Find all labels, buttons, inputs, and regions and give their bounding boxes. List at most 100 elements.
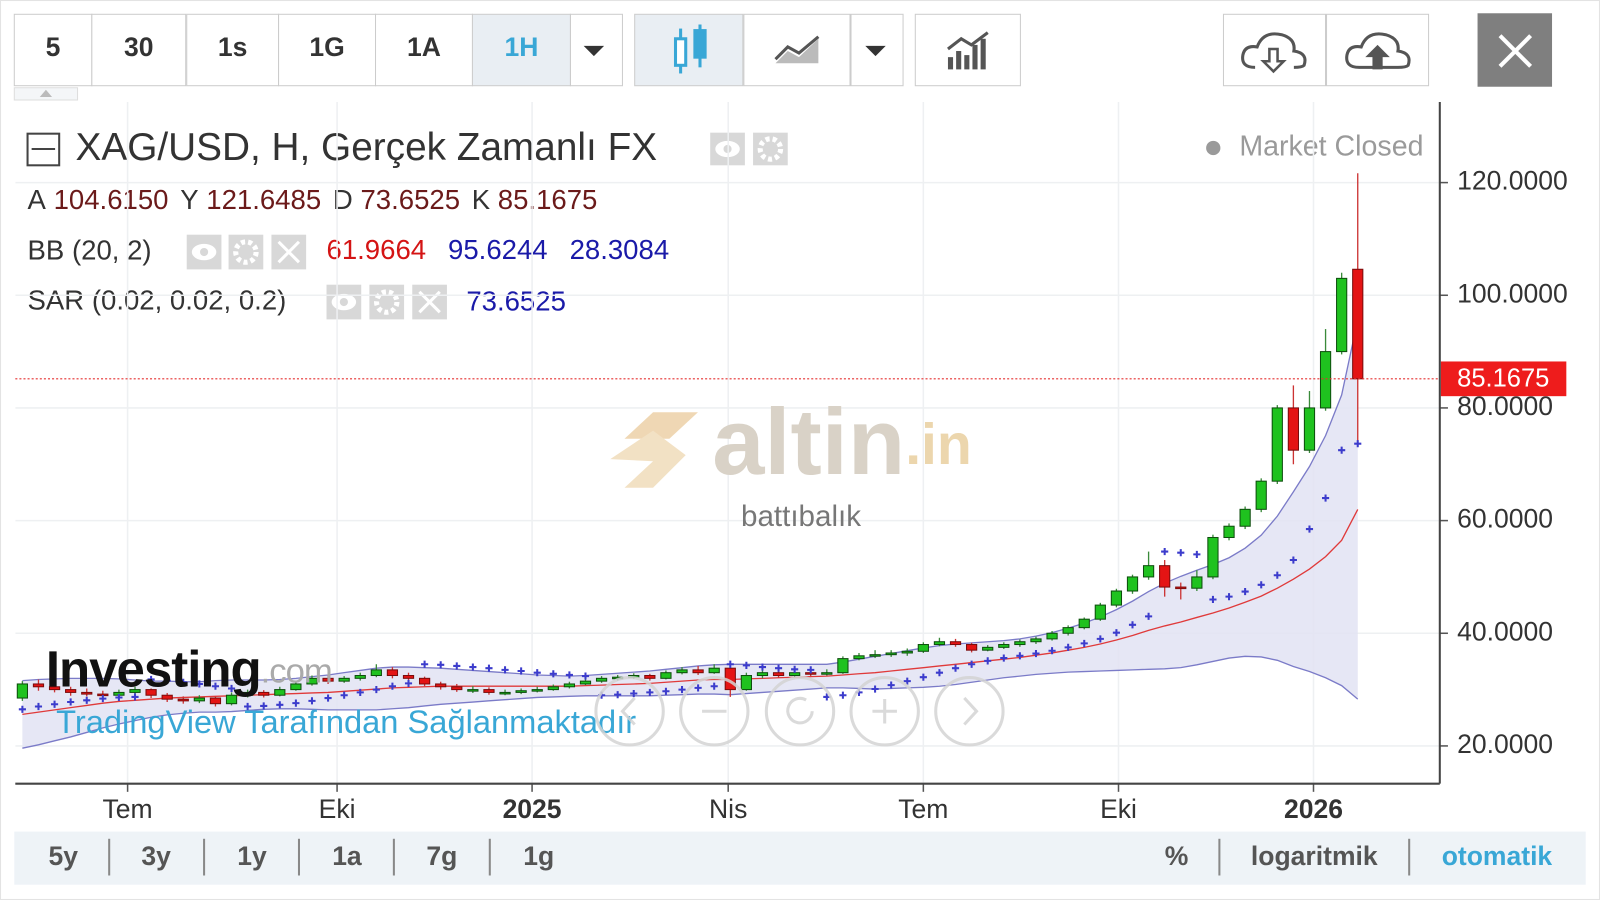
sar-point	[34, 702, 43, 711]
sar-point	[1096, 635, 1104, 643]
line-type-button[interactable]	[743, 13, 851, 87]
interval-label: 1s	[218, 32, 248, 62]
sar-point	[485, 664, 493, 672]
reset[interactable]	[764, 676, 836, 747]
sar-point	[871, 685, 879, 693]
range-button[interactable]: 7g	[426, 841, 457, 871]
scale-button[interactable]: otomatik	[1442, 841, 1553, 871]
sar-point	[163, 677, 171, 685]
status-dot	[1206, 140, 1221, 156]
sar-point	[630, 689, 638, 698]
candle-body	[1336, 277, 1348, 353]
candle-body	[531, 689, 543, 692]
candle-body	[1287, 407, 1300, 451]
candle-body	[1223, 525, 1235, 539]
sar-point	[565, 671, 573, 679]
range-button[interactable]: 3y	[141, 841, 171, 871]
chart-type-group	[569, 13, 1021, 87]
sar-point	[887, 681, 895, 689]
scroll-left[interactable]	[594, 676, 665, 747]
gear-shape	[757, 136, 784, 162]
zoom-controls	[594, 676, 1005, 747]
range-button[interactable]: 5y	[49, 841, 79, 871]
altin-logo	[610, 412, 698, 488]
range-button[interactable]: 1a	[332, 841, 362, 871]
sar-point	[1064, 643, 1072, 651]
candle-type-button[interactable]	[634, 13, 744, 87]
interval-button[interactable]	[375, 13, 473, 87]
brand-name: Investing	[46, 641, 261, 698]
x-tick-label: Eki	[1100, 794, 1137, 824]
candle-body	[821, 672, 833, 675]
interval-button[interactable]	[91, 13, 187, 87]
zoom-out[interactable]	[679, 676, 750, 747]
sar-point	[533, 669, 541, 677]
logo-text: altin	[712, 389, 905, 494]
candle-body	[563, 683, 576, 688]
candle-body	[1062, 627, 1074, 634]
zoom-in[interactable]	[849, 676, 920, 747]
sar-point	[1112, 629, 1120, 637]
candle-body	[547, 686, 559, 691]
interval-label: 5	[46, 32, 61, 62]
interval-button[interactable]	[278, 13, 377, 87]
indicator-icon	[947, 31, 989, 70]
sar-point	[501, 666, 509, 674]
candle-body	[370, 669, 382, 677]
candle-body	[1191, 576, 1203, 589]
download-arrow	[1260, 47, 1287, 74]
range-button[interactable]: 1y	[237, 841, 267, 871]
candle-body	[177, 698, 189, 702]
icon	[620, 696, 636, 726]
sar-point	[372, 686, 380, 694]
candle-body	[1175, 586, 1187, 590]
y-tick-label: 100.0000	[1457, 278, 1568, 308]
y-tick-label: 120.0000	[1457, 166, 1568, 196]
sar-point	[147, 675, 155, 684]
remove-shape	[277, 240, 301, 264]
candle-body	[869, 654, 881, 657]
provider-text: TradingView Tarafından Sağlanmaktadır	[56, 703, 636, 740]
sar-point	[421, 660, 429, 668]
sar-point	[1225, 593, 1233, 601]
upload-icon	[1345, 32, 1411, 69]
candle-body	[853, 655, 865, 660]
candle-body	[595, 677, 608, 682]
interval-button[interactable]	[13, 13, 93, 87]
logo-shape	[610, 430, 686, 488]
candle-body	[354, 675, 366, 679]
sar-point	[1161, 548, 1169, 556]
ohlc-label: Y	[180, 184, 198, 215]
scroll-right[interactable]	[934, 676, 1005, 747]
candle-icon	[673, 24, 707, 74]
price-tag-label: 85.1675	[1457, 365, 1549, 393]
candle-body	[740, 675, 752, 691]
interval-button[interactable]	[186, 13, 280, 87]
range-button[interactable]: 1g	[523, 841, 554, 871]
candle-body	[225, 694, 238, 705]
sar-point	[742, 661, 750, 669]
sar-point	[18, 705, 26, 713]
bb-band-line	[22, 655, 1359, 749]
sar-point	[195, 680, 203, 688]
candle-body	[756, 672, 769, 677]
candle-body	[692, 669, 704, 674]
candle-body	[467, 689, 479, 692]
sar-point	[984, 657, 992, 665]
sar-icons	[326, 284, 447, 320]
candle-body	[885, 652, 897, 656]
candle-body	[949, 641, 962, 646]
candle-body	[837, 658, 849, 674]
sar-point	[115, 693, 123, 702]
candle-body	[1014, 641, 1026, 646]
scale-button[interactable]: %	[1165, 841, 1189, 871]
sar-point	[549, 670, 557, 678]
indicator-button[interactable]	[914, 13, 1021, 87]
candle-body	[1094, 604, 1106, 620]
interval-button[interactable]	[471, 13, 571, 87]
candle-body	[1207, 536, 1219, 578]
scale-button[interactable]: logaritmik	[1251, 841, 1378, 871]
candle-body	[32, 683, 45, 688]
y-tick-label: 40.0000	[1457, 616, 1553, 646]
collapse-icon[interactable]	[26, 132, 61, 167]
